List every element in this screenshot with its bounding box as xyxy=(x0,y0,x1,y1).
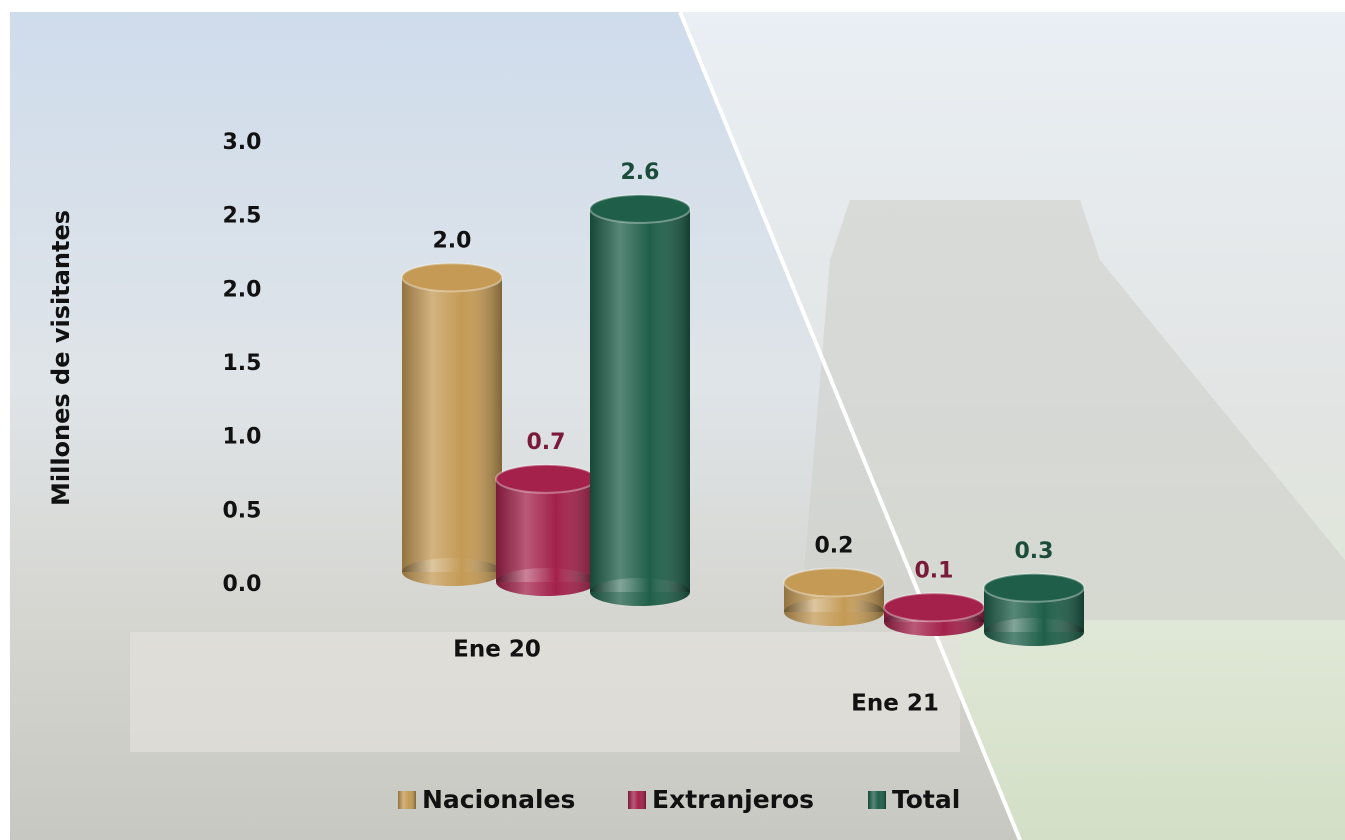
bar-shade xyxy=(590,208,690,592)
bar-top xyxy=(783,567,885,598)
x-tick-label: Ene 21 xyxy=(851,691,939,717)
y-tick-label: 3.0 xyxy=(223,130,262,155)
divider xyxy=(678,11,1022,840)
y-tick-label: 2.0 xyxy=(223,277,262,302)
value-label: 0.7 xyxy=(527,430,566,455)
legend-swatch-shade xyxy=(868,791,886,809)
legend-swatch-shade xyxy=(398,791,416,809)
value-label: 0.1 xyxy=(915,558,954,583)
y-tick-label: 1.0 xyxy=(223,425,262,450)
y-axis-title: Millones de visitantes xyxy=(47,210,75,506)
value-label: 2.0 xyxy=(433,228,472,253)
y-tick-label: 1.5 xyxy=(223,351,262,376)
value-label: 0.3 xyxy=(1015,539,1054,564)
legend-label: Nacionales xyxy=(422,785,575,814)
bar-top xyxy=(401,262,503,293)
pyramid-shape xyxy=(800,200,1345,620)
y-tick-label: 0.5 xyxy=(223,498,262,523)
legend-swatch-shade xyxy=(628,791,646,809)
value-label: 0.2 xyxy=(815,534,854,559)
bar-shade xyxy=(496,478,596,582)
y-tick-label: 2.5 xyxy=(223,204,262,229)
bar-top xyxy=(495,463,597,494)
value-label: 2.6 xyxy=(621,160,660,185)
bar-top xyxy=(883,592,985,623)
legend-label: Total xyxy=(892,785,960,814)
legend-label: Extranjeros xyxy=(652,785,814,814)
bar-shade xyxy=(402,277,502,572)
y-tick-label: 0.0 xyxy=(223,572,262,597)
museum-sign xyxy=(130,632,960,752)
bar-top xyxy=(983,572,1085,603)
x-tick-label: Ene 20 xyxy=(453,637,541,663)
bar-top xyxy=(589,193,691,224)
